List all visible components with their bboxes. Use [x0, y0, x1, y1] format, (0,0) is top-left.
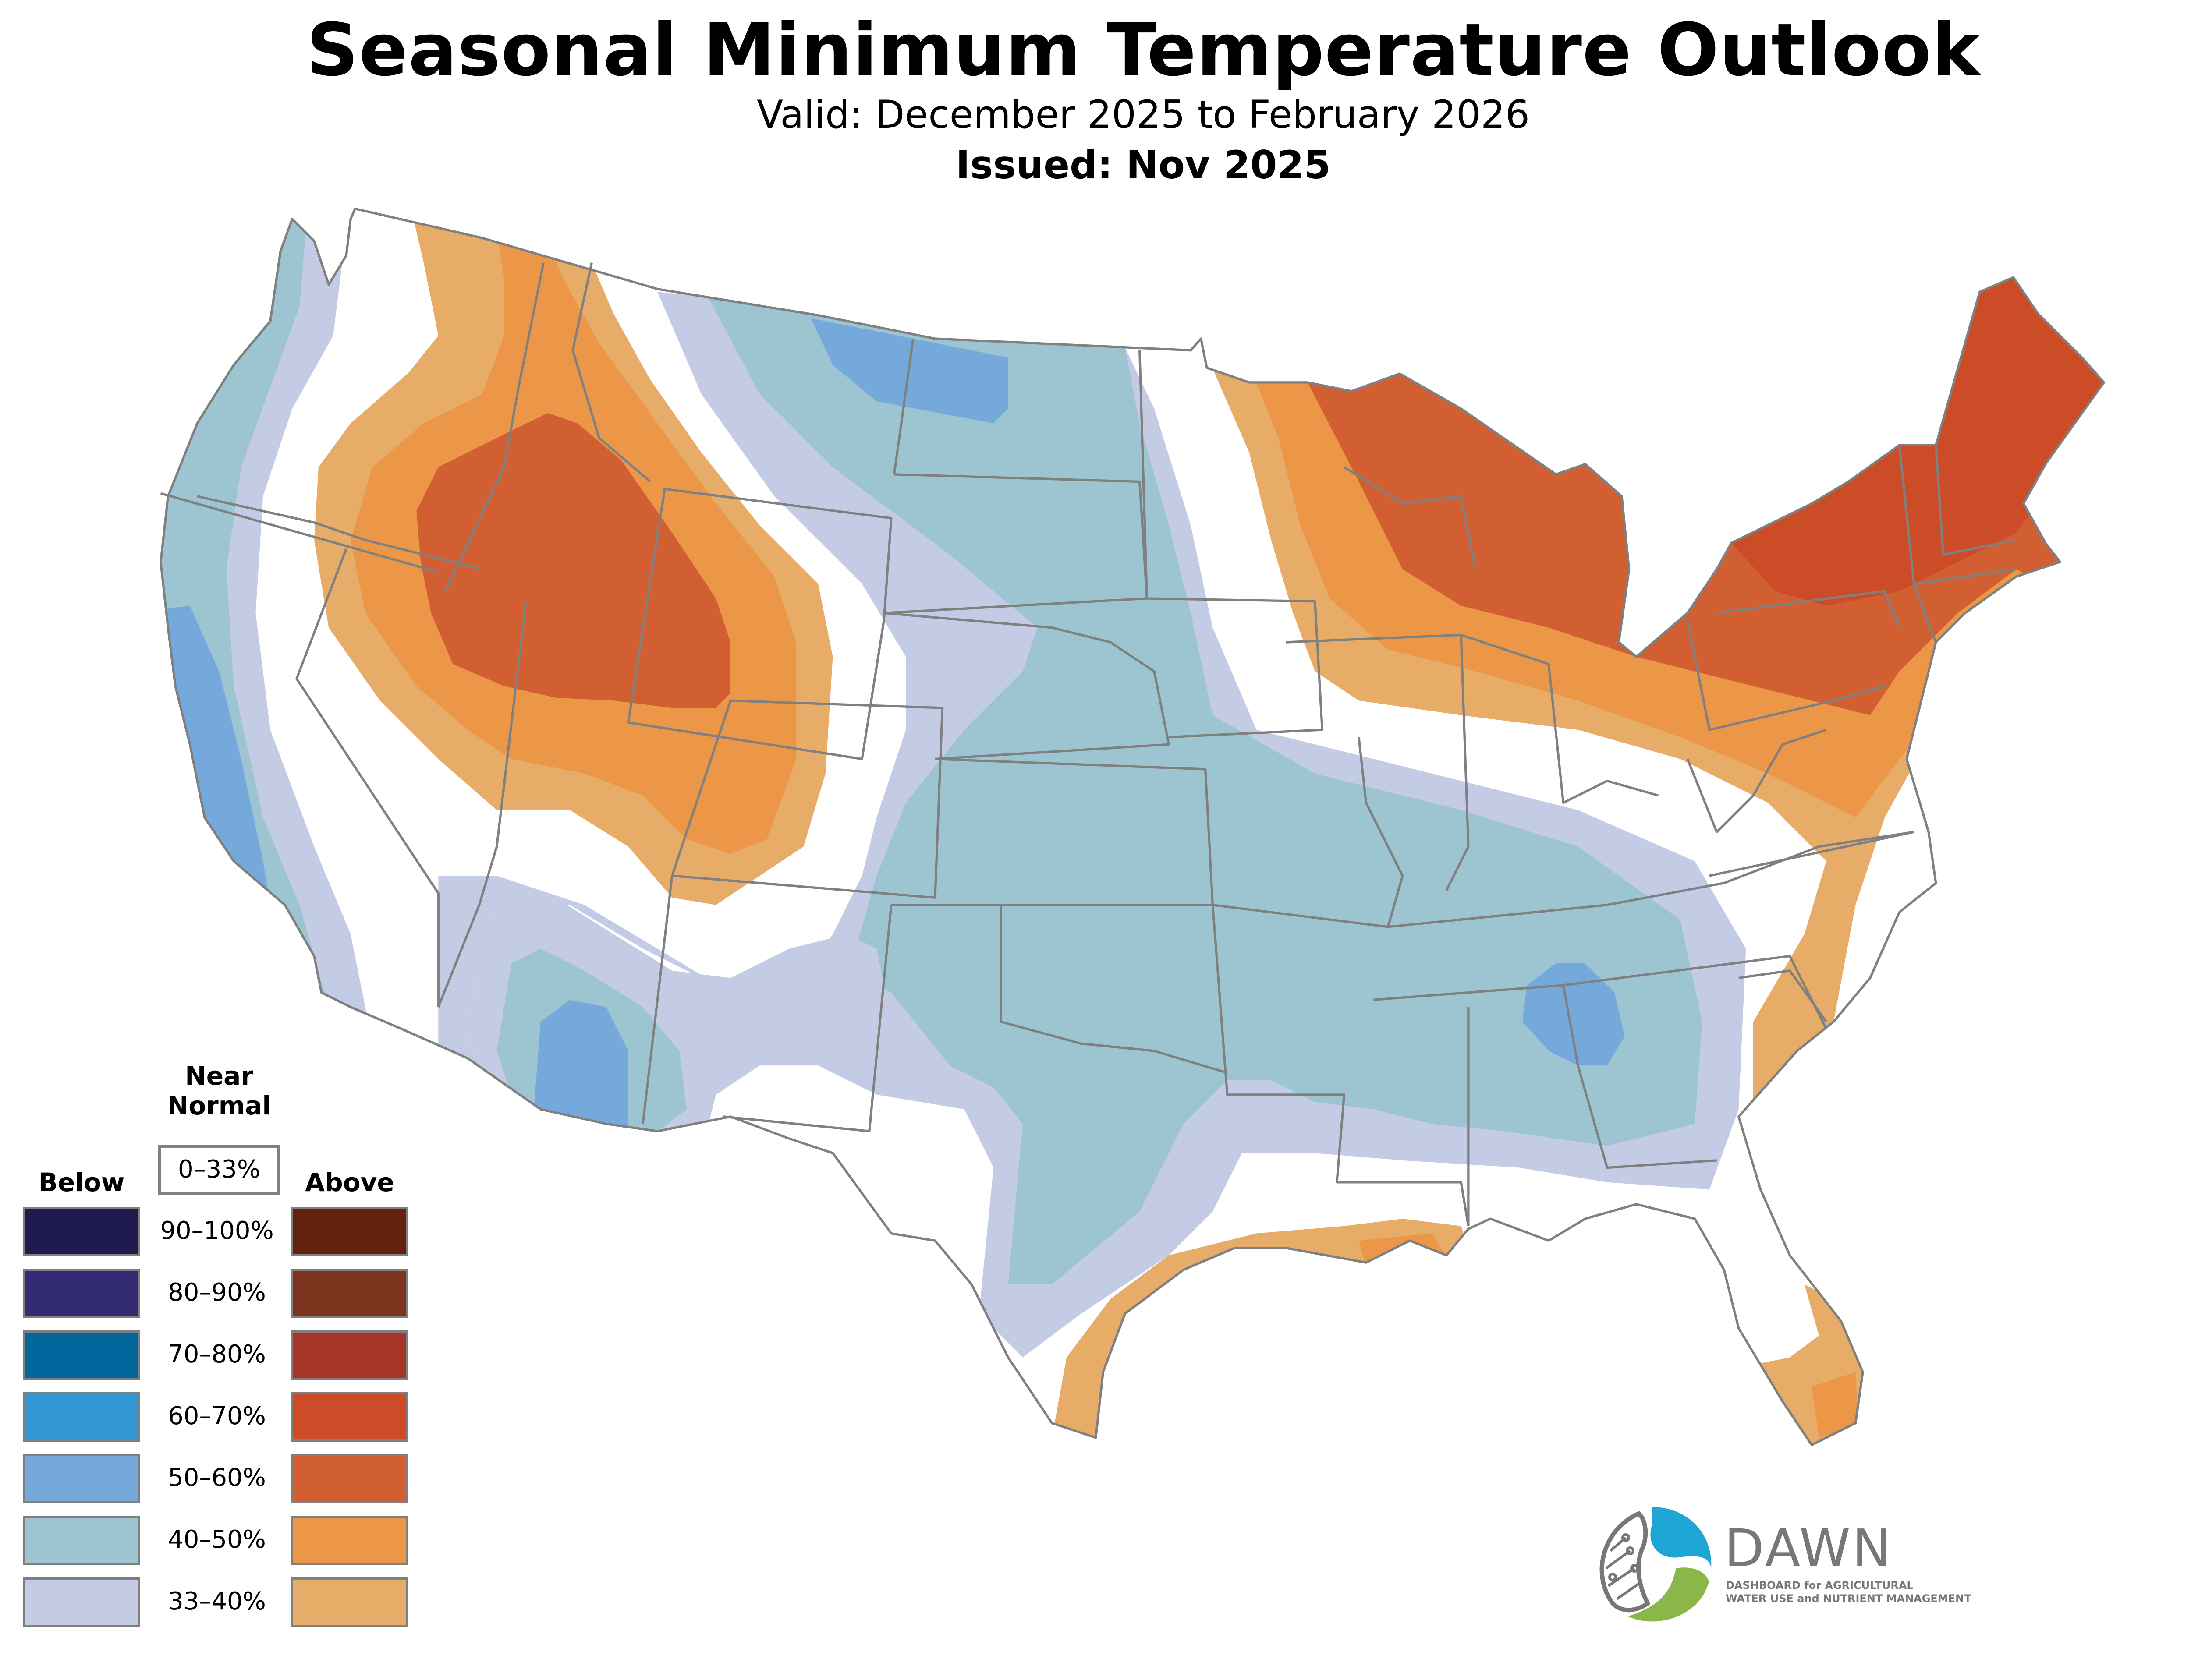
border-nm-tx [723, 905, 893, 1132]
legend-swatch-below [23, 1392, 140, 1442]
legend-swatch-above [291, 1269, 408, 1318]
legend-range-label: 33–40% [168, 1587, 266, 1616]
border-in-oh [1547, 664, 1659, 804]
border-oh-pa [1686, 620, 1885, 731]
border-il-in [1445, 635, 1470, 891]
border-mo-ar [1212, 737, 1404, 928]
border-ms-al [1373, 984, 1717, 1169]
border-mn-ia [1138, 350, 1324, 739]
georgia-alabama-below-50-60 [1522, 963, 1625, 1066]
logo-water-drop-icon [1650, 1507, 1712, 1568]
plains-below-40-50 [701, 284, 1702, 1285]
border-nm-az [642, 875, 674, 1124]
logo-leaf-icon [1628, 1567, 1709, 1622]
arizona-below-50-60 [533, 1000, 628, 1132]
legend-range-label: 80–90% [168, 1278, 266, 1307]
dawn-logo-mark [1599, 1507, 1712, 1622]
valid-period: Valid: December 2025 to February 2026 [756, 92, 1530, 137]
border-id-mt [444, 262, 545, 592]
logo-circuit-icon [1599, 1511, 1651, 1613]
border-ne-ks [883, 612, 1170, 760]
logo-circuit-traces-icon [1605, 1533, 1640, 1600]
border-nc-sc [1738, 969, 1827, 1022]
legend-swatch-below [23, 1207, 140, 1256]
map-title: Seasonal Minimum Temperature Outlook [306, 8, 1980, 92]
border-mt-dakota [893, 338, 915, 475]
legend-swatch-below [23, 1516, 140, 1565]
legend-range-label: 70–80% [168, 1340, 266, 1369]
legend-above-heading: Above [305, 1167, 394, 1197]
legend-swatch-above [291, 1330, 408, 1380]
issued-date: Issued: Nov 2025 [956, 142, 1331, 187]
legend-near-normal-heading: Near Normal [167, 1061, 272, 1121]
border-ks-ok [891, 757, 1214, 906]
border-ut-co [437, 601, 527, 1008]
legend-range-label: 40–50% [168, 1525, 266, 1554]
legend-normal-label: Normal [167, 1091, 271, 1121]
border-co [671, 699, 944, 899]
border-va-nc [1709, 831, 1914, 877]
border-or-ca-nv [160, 492, 439, 573]
dawn-logo: DAWN DASHBOARD for AGRICULTURAL WATER US… [1586, 1494, 2068, 1634]
legend-range-label: 50–60% [168, 1464, 266, 1492]
legend-swatch-above [291, 1516, 408, 1565]
border-ca-nv [295, 548, 440, 1008]
border-new-england [1898, 445, 2017, 643]
border-wy [627, 488, 893, 760]
border-dakotas [884, 473, 1149, 615]
legend-swatch-below [23, 1577, 140, 1627]
legend-swatch-below [23, 1454, 140, 1503]
legend-range-label: 60–70% [168, 1402, 266, 1430]
state-boundaries [161, 209, 2104, 1445]
border-ok-tx [1000, 905, 1228, 1074]
legend-near-label: Near [185, 1061, 253, 1091]
border-ny-pa [1716, 590, 1900, 628]
logo-tagline-2: WATER USE and NUTRIENT MANAGEMENT [1726, 1592, 1971, 1605]
logo-tagline-1: DASHBOARD for AGRICULTURAL [1726, 1579, 1914, 1592]
border-va-wv [1686, 729, 1827, 833]
legend-swatch-below [23, 1330, 140, 1380]
legend-below-heading: Below [38, 1167, 125, 1197]
legend-swatch-above [291, 1454, 408, 1503]
legend-swatch-above [291, 1577, 408, 1627]
logo-wordmark: DAWN [1724, 1518, 1893, 1578]
legend-swatch-above [291, 1392, 408, 1442]
legend-range-label: 90–100% [160, 1217, 274, 1245]
florida-above-40-50 [1812, 1372, 1859, 1438]
border-id [571, 262, 651, 483]
legend-near-normal-range: 0–33% [158, 1145, 280, 1195]
border-wa-or [197, 495, 482, 571]
border-tn-ky [1388, 831, 1914, 928]
legend-swatch-below [23, 1269, 140, 1318]
legend-swatch-above [291, 1207, 408, 1256]
border-ar-la [1211, 905, 1470, 1227]
border-mi-wi [1344, 466, 1477, 569]
